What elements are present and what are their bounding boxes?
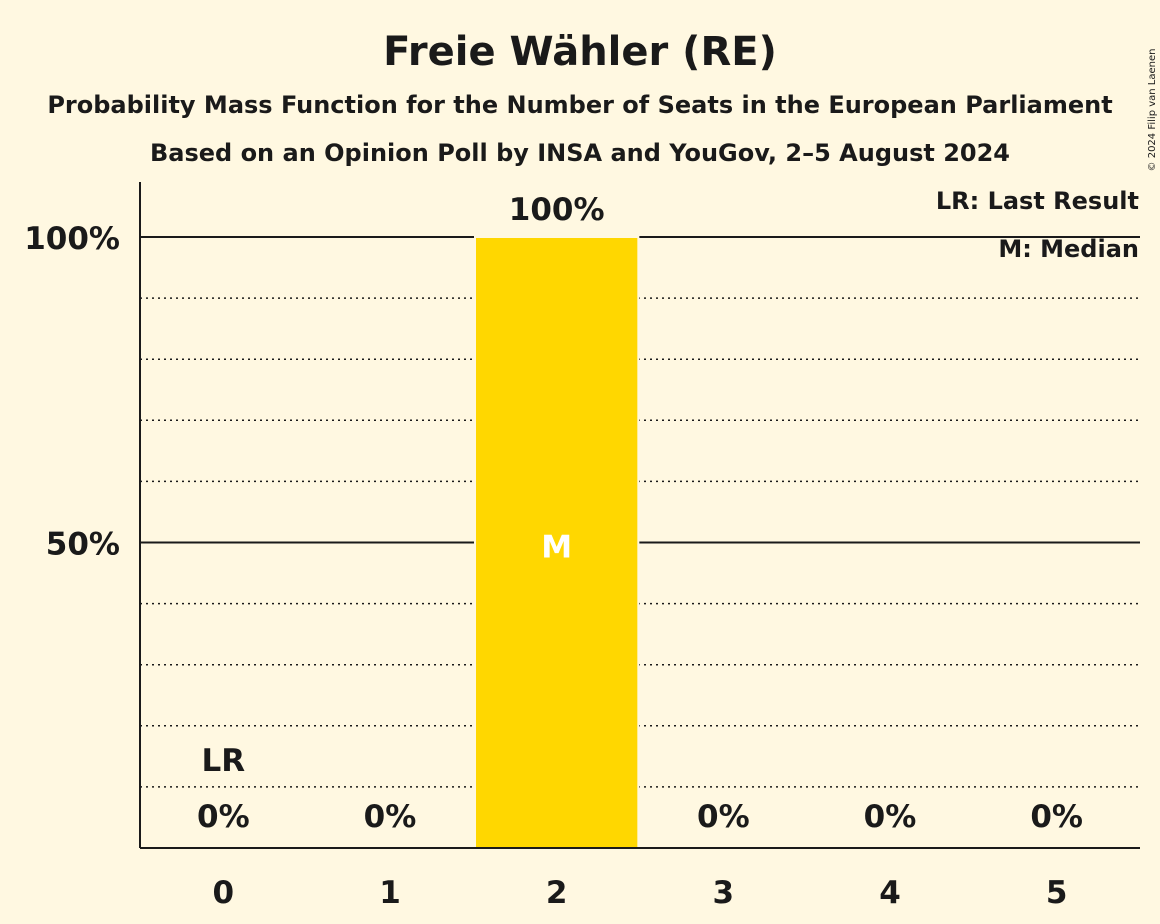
data-label: 100%: [509, 192, 605, 228]
axes: 50% 100% 0 1 2 3 4 5: [24, 182, 1140, 911]
data-label: 0%: [864, 799, 917, 835]
x-tick-label: 5: [1046, 875, 1068, 911]
bars: [474, 236, 640, 849]
gridlines: [140, 236, 1140, 788]
chart-title: Freie Wähler (RE): [383, 29, 777, 75]
data-label: 0%: [197, 799, 250, 835]
copyright-text: © 2024 Filip van Laenen: [1147, 49, 1158, 172]
x-tick-label: 2: [546, 875, 568, 911]
y-tick-label: 100%: [24, 221, 120, 257]
x-tick-label: 3: [713, 875, 735, 911]
last-result-marker: LR: [202, 743, 246, 779]
x-tick-label: 0: [213, 875, 235, 911]
legend-last-result: LR: Last Result: [936, 187, 1139, 215]
median-marker: M: [541, 530, 572, 566]
value-labels: 0% 0% 100% 0% 0% 0% LR M: [197, 192, 1083, 835]
chart-subtitle: Probability Mass Function for the Number…: [47, 91, 1112, 119]
legend-median: M: Median: [998, 235, 1139, 263]
chart-subtitle-source: Based on an Opinion Poll by INSA and You…: [150, 139, 1010, 167]
y-tick-label: 50%: [46, 527, 120, 563]
data-label: 0%: [364, 799, 417, 835]
x-tick-label: 1: [379, 875, 401, 911]
x-tick-label: 4: [879, 875, 901, 911]
data-label: 0%: [697, 799, 750, 835]
data-label: 0%: [1030, 799, 1083, 835]
bar: [474, 236, 640, 849]
